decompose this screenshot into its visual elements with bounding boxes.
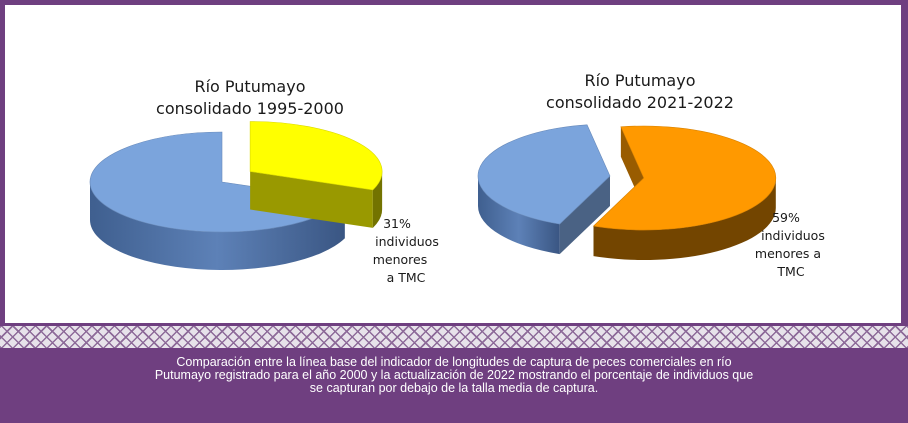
slice-label-line-1: 59% (772, 210, 800, 225)
slice-label-line-2: individuos (375, 234, 439, 249)
slice-label-line-4: a TMC (387, 270, 426, 285)
slice-label-line-3: menores (373, 252, 428, 267)
slice-label-line-4: TMC (776, 264, 804, 279)
slice-top (249, 121, 383, 191)
slice-side-1 (478, 176, 560, 255)
slice-label-line-3: menores a (755, 246, 821, 261)
slice-label-line-2: individuos (761, 228, 825, 243)
slice-label-line-1: 31% (383, 216, 411, 231)
caption-line-2: Putumayo registrado para el año 2000 y l… (154, 368, 754, 382)
chart-title-line-1: Río Putumayo (194, 77, 305, 96)
slice-wall-1 (559, 176, 610, 255)
pie-slice-2 (477, 124, 611, 255)
slice-side-1 (593, 178, 776, 261)
pie-slice-1 (249, 121, 383, 228)
chart-title-line-2: consolidado 2021-2022 (546, 93, 734, 112)
caption-line-3: se capturan por debajo de la talla media… (309, 381, 599, 395)
figure-caption: Comparación entre la línea base del indi… (60, 356, 848, 395)
caption-line-1: Comparación entre la línea base del indi… (176, 355, 732, 369)
pie-charts: Río Putumayo consolidado 1995-2000 31% i… (89, 71, 825, 285)
slice-side-1 (372, 171, 383, 228)
pie-slice-1 (592, 125, 777, 261)
slice-top (477, 124, 611, 225)
pie-chart-1995-2000: Río Putumayo consolidado 1995-2000 31% i… (89, 77, 439, 285)
pattern-band (0, 326, 908, 348)
slice-side-1 (90, 182, 345, 270)
pie-chart-2021-2022: Río Putumayo consolidado 2021-2022 59% i… (477, 71, 825, 279)
slice-top (592, 125, 777, 231)
chart-title-line-2: consolidado 1995-2000 (156, 99, 344, 118)
chart-title-line-1: Río Putumayo (584, 71, 695, 90)
